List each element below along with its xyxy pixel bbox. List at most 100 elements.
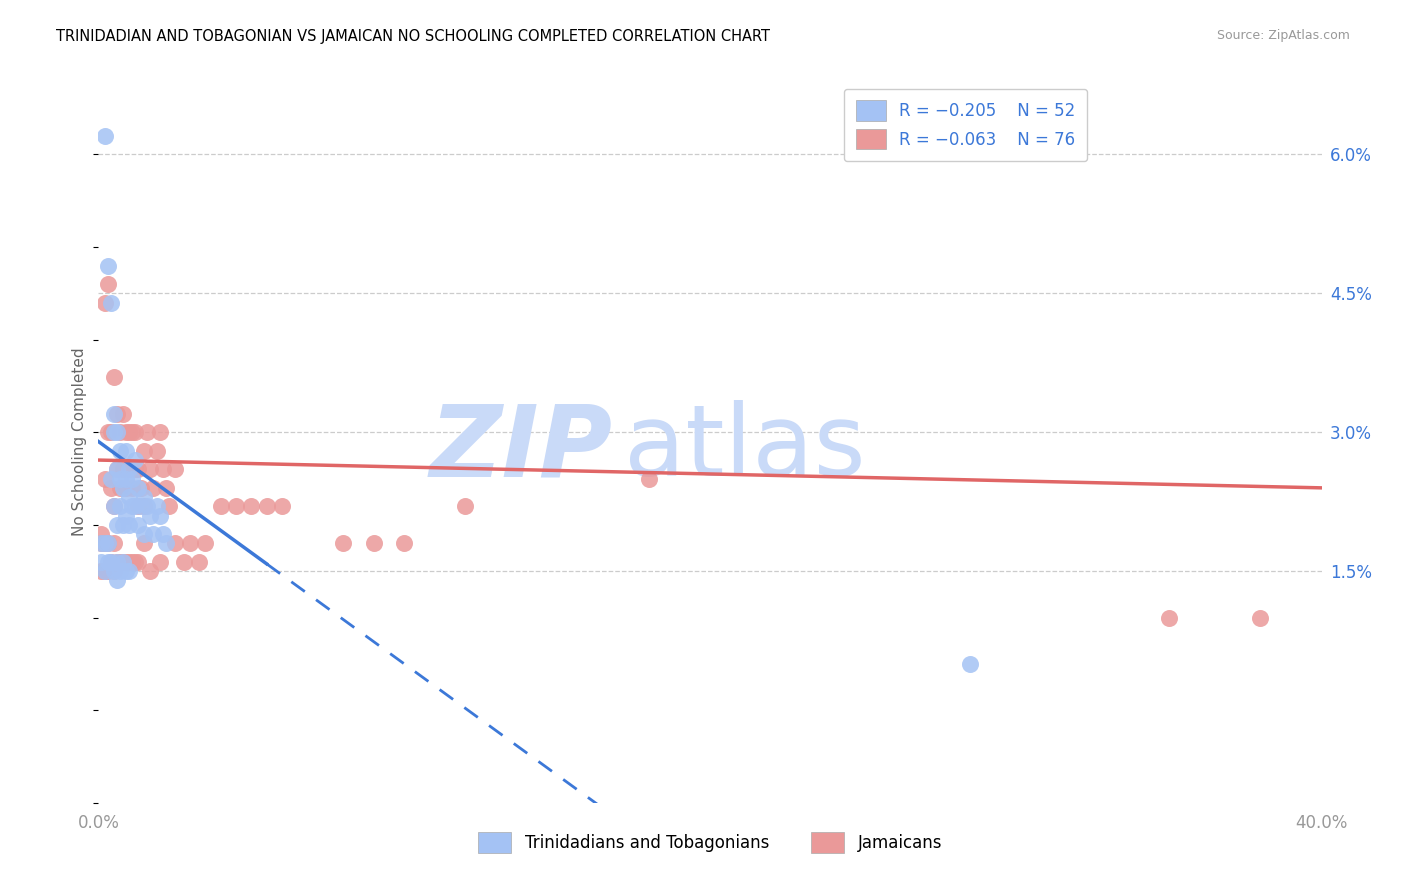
Point bbox=[103, 500, 125, 514]
Point bbox=[127, 555, 149, 569]
Point bbox=[105, 407, 128, 421]
Point bbox=[115, 443, 138, 458]
Point bbox=[93, 564, 115, 578]
Point bbox=[149, 425, 172, 440]
Point bbox=[134, 527, 156, 541]
Point bbox=[105, 555, 128, 569]
Point bbox=[121, 425, 143, 440]
Point bbox=[134, 443, 156, 458]
Point bbox=[103, 536, 125, 550]
Point bbox=[111, 517, 134, 532]
Point bbox=[90, 536, 112, 550]
Point bbox=[105, 425, 128, 440]
Point bbox=[142, 481, 165, 495]
Point bbox=[108, 481, 131, 495]
Point bbox=[105, 462, 128, 476]
Point bbox=[145, 500, 167, 514]
Point bbox=[129, 500, 152, 514]
Point bbox=[100, 425, 122, 440]
Point bbox=[225, 500, 247, 514]
Point bbox=[145, 443, 167, 458]
Point bbox=[124, 453, 146, 467]
Point bbox=[100, 481, 122, 495]
Point bbox=[332, 536, 354, 550]
Point bbox=[105, 555, 128, 569]
Point bbox=[1249, 610, 1271, 624]
Point bbox=[115, 564, 138, 578]
Point bbox=[111, 407, 134, 421]
Point bbox=[115, 555, 138, 569]
Point bbox=[103, 564, 125, 578]
Point bbox=[637, 472, 661, 486]
Point bbox=[108, 425, 131, 440]
Point bbox=[115, 508, 138, 523]
Point bbox=[93, 536, 115, 550]
Y-axis label: No Schooling Completed: No Schooling Completed bbox=[72, 347, 87, 536]
Point bbox=[157, 500, 180, 514]
Point bbox=[108, 472, 131, 486]
Point bbox=[256, 500, 278, 514]
Point bbox=[124, 425, 146, 440]
Point bbox=[129, 481, 152, 495]
Point bbox=[152, 462, 174, 476]
Point bbox=[121, 481, 143, 495]
Point bbox=[118, 462, 141, 476]
Point bbox=[103, 369, 125, 384]
Point bbox=[118, 425, 141, 440]
Point bbox=[152, 527, 174, 541]
Point bbox=[97, 555, 120, 569]
Point bbox=[149, 508, 172, 523]
Point bbox=[139, 564, 162, 578]
Point bbox=[111, 555, 134, 569]
Point bbox=[134, 536, 156, 550]
Point bbox=[93, 472, 115, 486]
Point bbox=[149, 555, 172, 569]
Point bbox=[115, 425, 138, 440]
Point bbox=[240, 500, 263, 514]
Point bbox=[173, 555, 195, 569]
Text: TRINIDADIAN AND TOBAGONIAN VS JAMAICAN NO SCHOOLING COMPLETED CORRELATION CHART: TRINIDADIAN AND TOBAGONIAN VS JAMAICAN N… bbox=[56, 29, 770, 44]
Point bbox=[134, 500, 156, 514]
Point bbox=[118, 517, 141, 532]
Point bbox=[97, 536, 120, 550]
Point bbox=[134, 490, 156, 504]
Point bbox=[127, 462, 149, 476]
Point bbox=[100, 295, 122, 310]
Point bbox=[90, 555, 112, 569]
Text: ZIP: ZIP bbox=[429, 401, 612, 497]
Point bbox=[97, 259, 120, 273]
Point bbox=[209, 500, 232, 514]
Point bbox=[124, 462, 146, 476]
Point bbox=[105, 517, 128, 532]
Point bbox=[118, 564, 141, 578]
Legend: Trinidadians and Tobagonians, Jamaicans: Trinidadians and Tobagonians, Jamaicans bbox=[471, 826, 949, 860]
Text: Source: ZipAtlas.com: Source: ZipAtlas.com bbox=[1216, 29, 1350, 42]
Point bbox=[118, 555, 141, 569]
Point bbox=[136, 425, 159, 440]
Point bbox=[121, 555, 143, 569]
Point bbox=[103, 407, 125, 421]
Point bbox=[100, 555, 122, 569]
Text: atlas: atlas bbox=[624, 401, 866, 497]
Point bbox=[363, 536, 385, 550]
Point bbox=[139, 462, 162, 476]
Point bbox=[121, 472, 143, 486]
Point bbox=[124, 555, 146, 569]
Point bbox=[93, 128, 115, 143]
Point bbox=[97, 564, 120, 578]
Point bbox=[111, 462, 134, 476]
Point bbox=[108, 564, 131, 578]
Point bbox=[115, 472, 138, 486]
Point bbox=[163, 536, 186, 550]
Point bbox=[142, 527, 165, 541]
Point bbox=[121, 500, 143, 514]
Point bbox=[194, 536, 217, 550]
Point bbox=[97, 425, 120, 440]
Point bbox=[93, 536, 115, 550]
Point bbox=[115, 481, 138, 495]
Point bbox=[136, 500, 159, 514]
Point bbox=[90, 564, 112, 578]
Point bbox=[93, 564, 115, 578]
Point bbox=[392, 536, 416, 550]
Point bbox=[118, 490, 141, 504]
